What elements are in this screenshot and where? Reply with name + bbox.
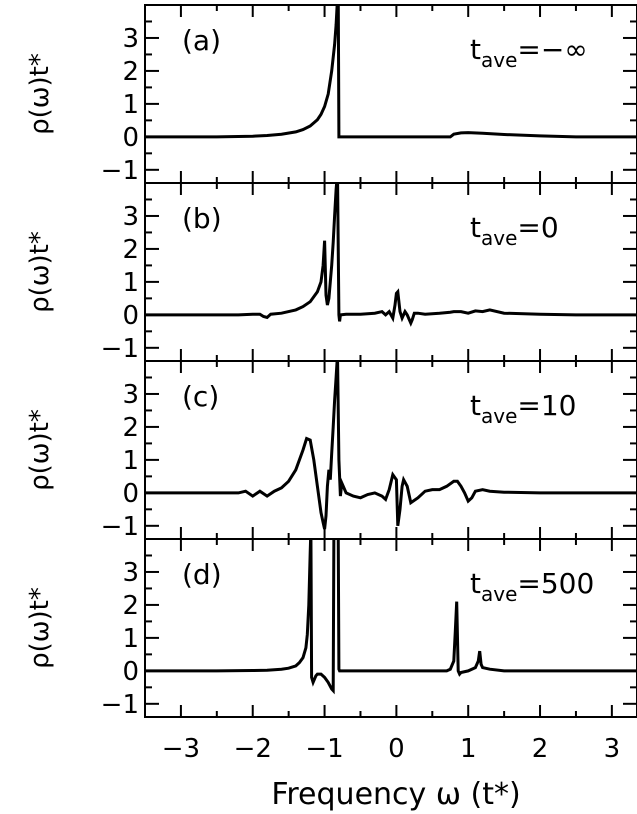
y-tick-label: 2 bbox=[122, 413, 139, 443]
y-tick-label: −1 bbox=[101, 512, 139, 542]
y-tick-label: 3 bbox=[122, 24, 139, 54]
y-tick-label: −1 bbox=[101, 156, 139, 186]
y-axis-label: ρ(ω)t* bbox=[25, 409, 55, 491]
t-ave-annotation: tave=10 bbox=[470, 389, 576, 428]
y-axis-label: ρ(ω)t* bbox=[25, 231, 55, 313]
y-axis-label: ρ(ω)t* bbox=[25, 587, 55, 669]
t-ave-annotation: tave=−∞ bbox=[470, 33, 588, 72]
y-tick-label: 0 bbox=[122, 657, 139, 687]
y-tick-label: 1 bbox=[122, 446, 139, 476]
x-tick-label: −1 bbox=[305, 734, 343, 764]
panel-label: (d) bbox=[182, 558, 222, 591]
panel-label: (a) bbox=[182, 24, 221, 57]
spectral-line bbox=[145, 539, 637, 695]
x-tick-label: −2 bbox=[234, 734, 272, 764]
annotation-value: =0 bbox=[517, 211, 558, 244]
annotation-base: t bbox=[470, 389, 481, 422]
y-tick-label: 1 bbox=[122, 90, 139, 120]
y-tick-label: 2 bbox=[122, 591, 139, 621]
panel-label: (c) bbox=[182, 380, 219, 413]
x-tick-label: −3 bbox=[162, 734, 200, 764]
y-tick-label: 3 bbox=[122, 558, 139, 588]
annotation-base: t bbox=[470, 211, 481, 244]
spectral-line bbox=[145, 183, 637, 327]
t-ave-annotation: tave=0 bbox=[470, 211, 559, 250]
y-tick-label: 0 bbox=[122, 123, 139, 153]
y-tick-label: 2 bbox=[122, 235, 139, 265]
x-axis-label: Frequency ω (t*) bbox=[271, 777, 520, 812]
y-tick-label: 1 bbox=[122, 268, 139, 298]
spectral-line bbox=[145, 361, 637, 530]
t-ave-annotation: tave=500 bbox=[470, 567, 594, 606]
y-axis-label: ρ(ω)t* bbox=[25, 53, 55, 135]
y-tick-label: −1 bbox=[101, 334, 139, 364]
x-tick-label: 1 bbox=[460, 734, 477, 764]
x-tick-label: 0 bbox=[388, 734, 405, 764]
annotation-subscript: ave bbox=[481, 582, 517, 606]
x-tick-label: 2 bbox=[532, 734, 549, 764]
y-tick-label: −1 bbox=[101, 690, 139, 720]
y-tick-label: 3 bbox=[122, 202, 139, 232]
annotation-value: =10 bbox=[517, 389, 576, 422]
annotation-value: =−∞ bbox=[517, 33, 587, 66]
y-tick-label: 1 bbox=[122, 624, 139, 654]
annotation-base: t bbox=[470, 567, 481, 600]
panel-label: (b) bbox=[182, 202, 222, 235]
annotation-value: =500 bbox=[517, 567, 594, 600]
annotation-base: t bbox=[470, 33, 481, 66]
panel-frame bbox=[144, 538, 637, 718]
y-tick-label: 2 bbox=[122, 57, 139, 87]
annotation-subscript: ave bbox=[481, 226, 517, 250]
x-tick-label: 3 bbox=[604, 734, 621, 764]
x-tick-labels: −3 −2 −1 0 1 2 3 bbox=[162, 734, 620, 764]
y-tick-label: 0 bbox=[122, 479, 139, 509]
y-tick-label: 3 bbox=[122, 380, 139, 410]
annotation-subscript: ave bbox=[481, 48, 517, 72]
annotation-subscript: ave bbox=[481, 404, 517, 428]
y-tick-label: 0 bbox=[122, 301, 139, 331]
spectral-line bbox=[145, 5, 637, 139]
